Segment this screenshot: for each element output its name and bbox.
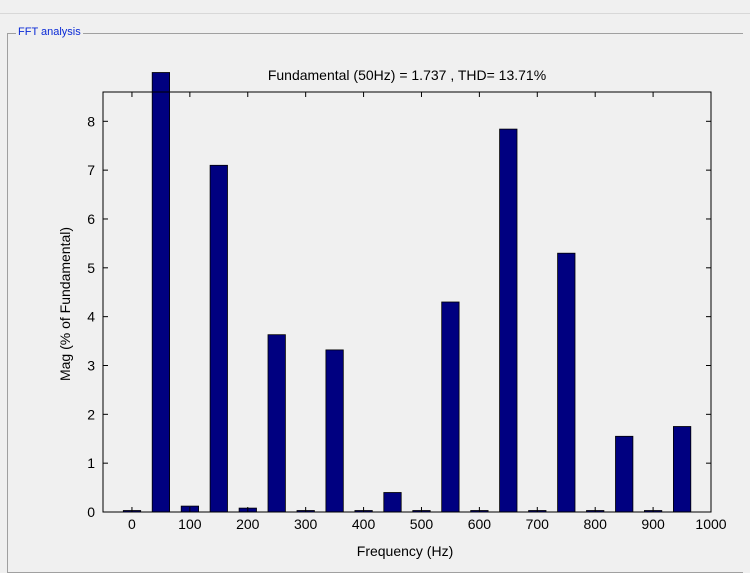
bar-50hz	[151, 72, 170, 513]
x-tick-label: 1000	[695, 516, 726, 532]
bar-350hz	[325, 349, 344, 513]
y-tick-label: 4	[87, 309, 95, 325]
fft-bar-chart: 0 100 200 300 400 500 600 700 800 900 1000 0 1 2 3 4 5 6 7…	[57, 67, 727, 559]
bar-150hz	[209, 164, 228, 513]
x-tick-label: 800	[584, 516, 608, 532]
panel-title: FFT analysis	[16, 26, 83, 38]
chart-title: Fundamental (50Hz) = 1.737 , THD= 13.71%	[268, 67, 546, 83]
bar-250hz	[267, 334, 286, 513]
y-tick-label: 1	[87, 455, 95, 471]
x-tick-label: 700	[526, 516, 550, 532]
bar-950hz	[673, 426, 692, 513]
ticks-group: 0 100 200 300 400 500 600 700 800 900 1000 0 1 2 3 4 5 6 7…	[87, 92, 727, 532]
bar-750hz	[557, 252, 576, 513]
y-tick-label: 8	[87, 113, 95, 129]
y-tick-label: 6	[87, 211, 95, 227]
x-tick-label: 900	[641, 516, 665, 532]
x-tick-label: 100	[178, 516, 202, 532]
plot-frame	[102, 91, 712, 513]
y-tick-label: 3	[87, 357, 95, 373]
y-tick-label: 5	[87, 260, 95, 276]
bar-650hz	[499, 128, 518, 513]
bar-850hz	[615, 435, 634, 513]
y-tick-label: 2	[87, 406, 95, 422]
x-axis-label: Frequency (Hz)	[357, 543, 453, 559]
x-tick-label: 0	[128, 516, 136, 532]
x-tick-label: 500	[410, 516, 434, 532]
top-divider	[0, 13, 750, 14]
x-tick-label: 400	[352, 516, 376, 532]
y-axis-label: Mag (% of Fundamental)	[57, 227, 73, 381]
bar-550hz	[441, 301, 460, 513]
x-tick-label: 600	[468, 516, 492, 532]
x-tick-label: 300	[294, 516, 318, 532]
bar-450hz	[383, 492, 402, 513]
bars-group	[122, 72, 692, 513]
y-tick-label: 0	[87, 504, 95, 520]
y-tick-label: 7	[87, 162, 95, 178]
x-tick-label: 200	[236, 516, 260, 532]
